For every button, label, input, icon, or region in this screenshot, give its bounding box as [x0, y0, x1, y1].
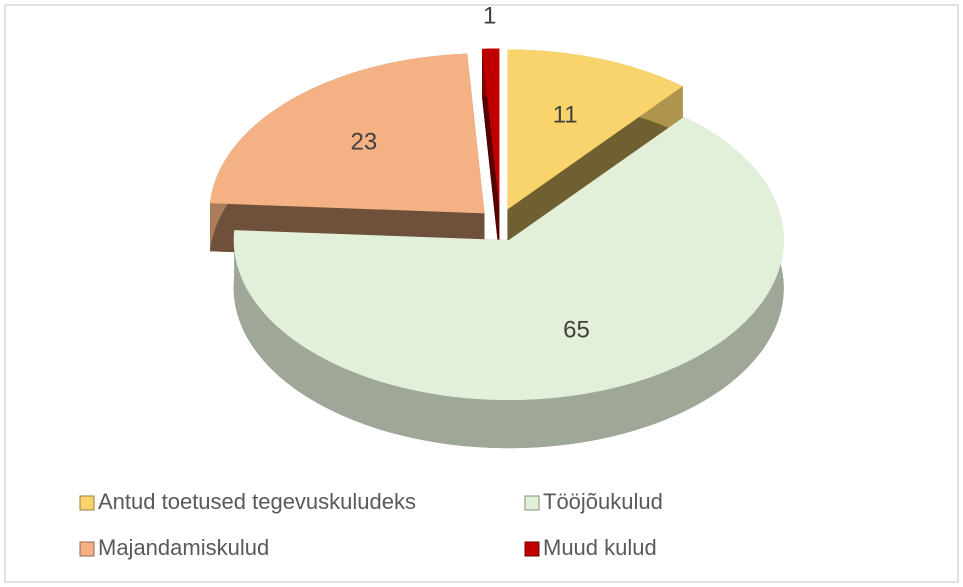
legend-swatch [524, 495, 540, 511]
data-label: 23 [351, 129, 378, 156]
pie-slice-top [233, 116, 784, 401]
data-label: 1 [483, 3, 496, 30]
pie-slice [233, 116, 784, 449]
legend-swatch [524, 541, 540, 557]
pie-slice-top [482, 48, 500, 209]
legend-swatch [79, 495, 95, 511]
pie-slice-face [482, 48, 500, 257]
legend-label: Muud kulud [543, 535, 657, 560]
legend-swatch [79, 541, 95, 557]
pie-slice-top [507, 49, 683, 210]
legend-label: Majandamiskulud [98, 535, 269, 560]
legend-label: Tööjõukulud [543, 489, 663, 514]
data-label: 11 [553, 101, 578, 128]
pie-slice-top [209, 53, 485, 214]
legend-label: Antud toetused tegevuskuludeks [98, 489, 416, 514]
data-label: 65 [563, 317, 590, 344]
pie-slice [482, 48, 500, 257]
